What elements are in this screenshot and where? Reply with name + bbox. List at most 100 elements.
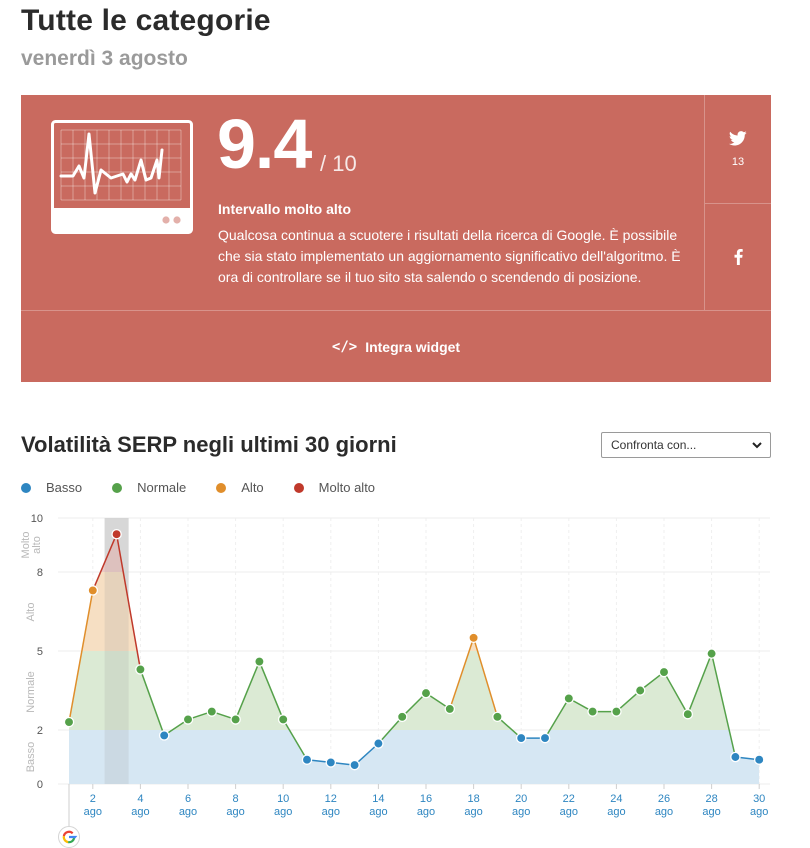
volatility-chart: 025810BassoNormaleAltoMoltoalto2ago4ago6… <box>20 513 770 848</box>
data-point-22 <box>563 693 575 704</box>
zone-label-1: Normale <box>25 671 37 713</box>
data-point-17 <box>444 703 456 715</box>
line-segment-1 <box>68 590 94 723</box>
highlight-band-overlay <box>104 518 129 784</box>
data-point-10 <box>277 714 289 725</box>
compare-select-value: Confronta con... <box>611 438 697 452</box>
data-point-15 <box>396 711 408 723</box>
data-point-24 <box>611 706 622 717</box>
x-tick-day-14: 14 <box>372 793 384 805</box>
data-point-29 <box>730 751 741 763</box>
x-tick-day-22: 22 <box>563 793 575 805</box>
data-point-4 <box>135 664 146 675</box>
x-tick-day-20: 20 <box>515 793 527 805</box>
data-point-28 <box>706 648 717 659</box>
line-segment-2 <box>92 533 118 591</box>
data-point-11 <box>301 754 313 765</box>
x-tick-day-28: 28 <box>705 793 717 805</box>
data-point-26 <box>658 666 670 678</box>
x-tick-day-26: 26 <box>658 793 670 805</box>
line-segment-26 <box>663 671 689 715</box>
y-tick-label-8: 8 <box>37 567 43 579</box>
zone-label-0: Basso <box>25 742 37 773</box>
data-point-2 <box>87 585 99 596</box>
line-segment-14 <box>377 716 403 744</box>
zone-fill-2 <box>69 572 760 651</box>
legend-item-normale[interactable]: Normale <box>112 480 186 495</box>
line-segment-15 <box>401 692 427 718</box>
legend-label-alto: Alto <box>241 480 264 495</box>
line-segment-10 <box>282 719 308 761</box>
data-point-20 <box>515 732 527 744</box>
x-tick-day-4: 4 <box>137 793 143 805</box>
x-tick-day-8: 8 <box>233 793 239 805</box>
google-g-icon <box>58 826 80 848</box>
volatility-score: 9.4 <box>217 105 312 183</box>
x-tick-month-30: ago <box>750 806 768 818</box>
x-tick-month-22: ago <box>560 806 578 818</box>
line-segment-4 <box>139 669 165 736</box>
data-point-16 <box>420 687 432 699</box>
data-point-23 <box>587 706 598 717</box>
x-tick-month-2: ago <box>84 806 102 818</box>
zone-fill-0 <box>69 730 760 784</box>
legend-dot-molto-alto <box>293 482 304 493</box>
card-divider-share <box>705 203 771 204</box>
y-tick-label-0: 0 <box>37 779 43 791</box>
twitter-share-button[interactable]: 13 <box>705 95 771 203</box>
legend-dot-basso <box>21 482 31 493</box>
volatility-score-max: / 10 <box>320 151 357 176</box>
zone-fill-1 <box>69 651 760 730</box>
data-point-1 <box>63 716 75 728</box>
data-point-6 <box>182 714 194 725</box>
x-tick-day-10: 10 <box>277 793 289 805</box>
compare-select[interactable]: Confronta con... <box>601 432 771 458</box>
data-point-3 <box>111 528 122 540</box>
line-segment-3 <box>115 534 142 670</box>
y-tick-label-10: 10 <box>31 513 43 525</box>
x-tick-day-24: 24 <box>610 793 622 805</box>
x-tick-month-10: ago <box>274 806 292 818</box>
volatility-score-card: 9.4 / 10 Intervallo molto alto Qualcosa … <box>21 95 771 382</box>
data-point-9 <box>254 656 265 667</box>
page-date: venerdì 3 agosto <box>21 47 188 70</box>
x-tick-month-24: ago <box>607 806 625 818</box>
facebook-share-button[interactable] <box>705 204 771 310</box>
code-icon: </> <box>331 338 358 355</box>
line-segment-13 <box>354 742 379 766</box>
data-point-21 <box>539 732 551 744</box>
x-tick-day-30: 30 <box>753 793 765 805</box>
x-tick-day-2: 2 <box>90 793 96 805</box>
line-segment-17 <box>449 637 475 710</box>
card-divider-vertical <box>704 95 705 310</box>
data-point-25 <box>634 685 646 696</box>
x-tick-day-6: 6 <box>185 793 191 805</box>
score-description: Qualcosa continua a scuotere i risultati… <box>218 227 681 285</box>
data-point-14 <box>373 738 384 749</box>
data-point-13 <box>349 759 360 771</box>
legend-label-basso: Basso <box>46 480 83 495</box>
legend-dot-alto <box>216 482 227 493</box>
x-tick-month-12: ago <box>322 806 340 818</box>
twitter-share-count: 13 <box>731 155 745 168</box>
card-divider-horizontal <box>21 310 771 311</box>
y-tick-label-2: 2 <box>37 725 43 737</box>
legend-item-basso[interactable]: Basso <box>21 480 82 495</box>
legend-item-alto[interactable]: Alto <box>216 480 264 495</box>
line-segment-8 <box>234 661 261 720</box>
embed-widget-button[interactable]: </> Integra widget <box>21 311 771 382</box>
line-segment-28 <box>710 653 737 758</box>
legend-item-molto-alto[interactable]: Molto alto <box>293 480 376 495</box>
x-tick-month-20: ago <box>512 806 530 818</box>
data-point-30 <box>753 754 765 765</box>
x-tick-day-18: 18 <box>467 793 479 805</box>
section-title: Volatilità SERP negli ultimi 30 giorni <box>21 432 397 457</box>
data-point-18 <box>468 632 479 644</box>
range-label: Intervallo molto alto <box>218 201 352 217</box>
data-point-5 <box>158 730 170 741</box>
legend-label-molto-alto: Molto alto <box>318 480 376 495</box>
legend-label-normale: Normale <box>137 480 187 495</box>
x-tick-month-4: ago <box>131 806 149 818</box>
x-tick-month-14: ago <box>369 806 387 818</box>
data-point-27 <box>682 708 694 720</box>
